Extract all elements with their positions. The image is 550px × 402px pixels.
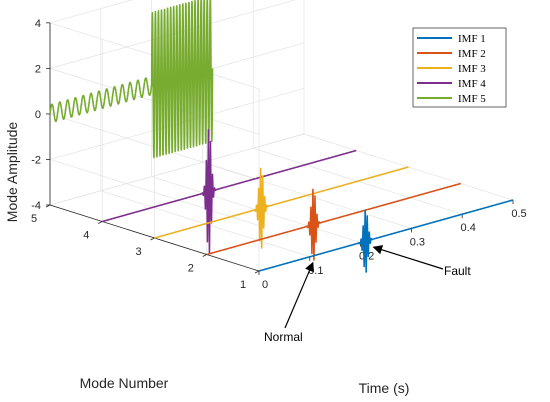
y-tick bbox=[98, 221, 103, 224]
z-axis-label: Mode Amplitude bbox=[4, 122, 20, 223]
legend: IMF 1 IMF 2 IMF 3 IMF 4 IMF 5 bbox=[412, 27, 507, 108]
annotation-arrow bbox=[372, 245, 444, 270]
x-tick-label: 0.1 bbox=[308, 265, 323, 277]
y-tick-label: 2 bbox=[188, 263, 194, 275]
x-axis-label: Time (s) bbox=[359, 380, 410, 396]
annotation-layer: Fault Normal bbox=[264, 245, 471, 344]
z-tick-label: 0 bbox=[35, 109, 41, 121]
z-tick-label: -2 bbox=[31, 154, 41, 166]
y-tick-label: 4 bbox=[83, 230, 89, 242]
legend-label: IMF 2 bbox=[458, 48, 486, 60]
x-tick-label: 0.3 bbox=[410, 236, 425, 248]
annotation-normal: Normal bbox=[264, 330, 303, 344]
x-tick-label: 0.4 bbox=[461, 222, 476, 234]
series-line bbox=[258, 199, 514, 273]
annotation-arrow bbox=[284, 261, 314, 329]
x-tick-label: 0.5 bbox=[511, 208, 526, 220]
z-tick-label: 4 bbox=[35, 18, 41, 30]
legend-label: IMF 4 bbox=[458, 78, 486, 90]
y-axis-label: Mode Number bbox=[80, 375, 169, 391]
y-tick-label: 5 bbox=[31, 213, 37, 225]
y-tick-label: 1 bbox=[240, 279, 246, 291]
series-line bbox=[206, 182, 462, 261]
z-tick-label: 2 bbox=[35, 63, 41, 75]
legend-label: IMF 5 bbox=[458, 93, 486, 105]
y-tick-label: 3 bbox=[135, 246, 141, 258]
grid-line bbox=[49, 133, 305, 206]
series-line bbox=[101, 129, 357, 255]
legend-label: IMF 3 bbox=[458, 63, 486, 75]
y-tick bbox=[150, 237, 155, 241]
y-tick bbox=[202, 254, 207, 257]
grid-line bbox=[49, 0, 134, 24]
grid-line bbox=[49, 159, 260, 226]
grid-line bbox=[49, 88, 305, 160]
y-tick bbox=[254, 270, 260, 274]
series-line bbox=[49, 0, 214, 159]
z-tick-label: -4 bbox=[31, 200, 41, 212]
annotation-fault: Fault bbox=[444, 264, 471, 278]
series-line bbox=[154, 166, 409, 249]
legend-label: IMF 1 bbox=[458, 33, 486, 45]
series-layer bbox=[49, 0, 514, 273]
x-tick-label: 0 bbox=[262, 279, 268, 291]
